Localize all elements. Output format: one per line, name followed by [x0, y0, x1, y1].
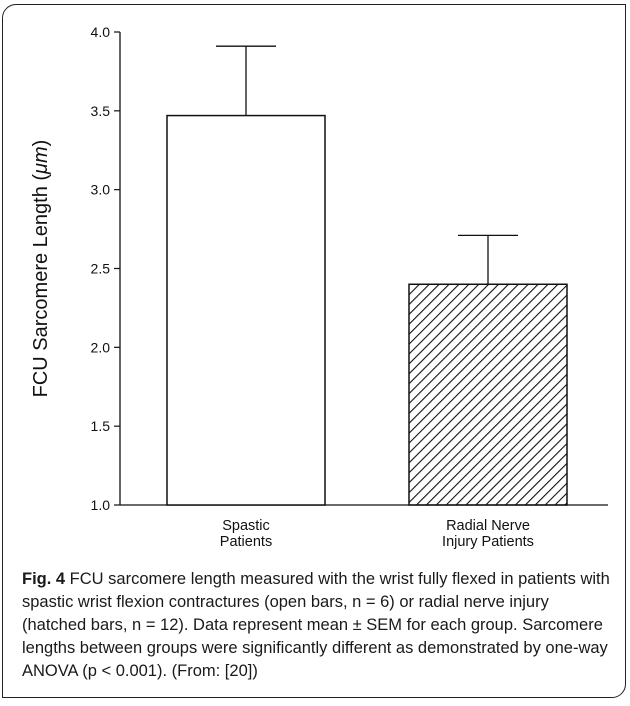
y-tick-label: 2.0: [91, 339, 111, 355]
y-axis-label: FCU Sarcomere Length (μm): [30, 140, 52, 398]
y-tick-label: 2.5: [91, 261, 111, 277]
caption-label: Fig. 4: [22, 570, 66, 588]
y-tick-label: 1.0: [91, 497, 111, 513]
chart-bars: [166, 45, 568, 506]
caption-text: FCU sarcomere length measured with the w…: [22, 570, 610, 680]
y-tick-label: 3.0: [91, 182, 111, 198]
x-category-label: Radial Nerve: [446, 518, 530, 534]
y-tick-label: 1.5: [91, 418, 111, 434]
figure-caption: Fig. 4 FCU sarcomere length measured wit…: [22, 568, 612, 683]
x-category-label: Spastic: [222, 518, 270, 534]
y-tick-label: 3.5: [91, 103, 111, 119]
y-tick-label: 4.0: [91, 24, 111, 40]
bar-radial-nerve: [408, 283, 568, 506]
bar-spastic: [166, 114, 326, 506]
x-category-label: Patients: [220, 534, 272, 550]
bar-chart: 1.0 1.5 2.0 2.5 3.0 3.5 4.0 FCU Sarcomere Lengt…: [30, 24, 608, 550]
x-category-label: Injury Patients: [442, 534, 534, 550]
